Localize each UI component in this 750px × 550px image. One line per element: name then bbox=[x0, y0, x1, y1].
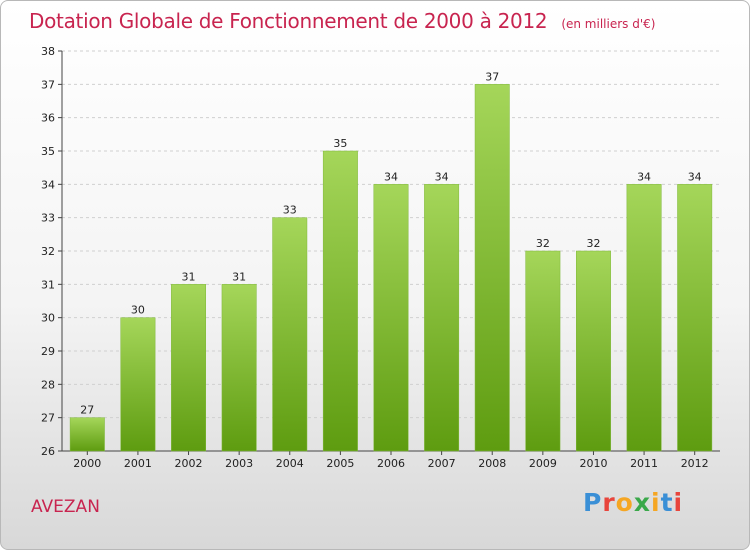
logo-letter: o bbox=[615, 488, 634, 517]
bar-2005 bbox=[322, 150, 358, 452]
logo-letter: i bbox=[673, 488, 684, 517]
y-tick-label: 37 bbox=[41, 78, 55, 91]
chart-subtitle: (en milliers d'€) bbox=[561, 17, 656, 31]
x-tick-label: 2004 bbox=[276, 457, 304, 470]
x-tick-label: 2000 bbox=[73, 457, 101, 470]
bar-2011 bbox=[626, 184, 662, 452]
bar-2001 bbox=[120, 317, 156, 452]
y-tick-label: 26 bbox=[41, 445, 55, 458]
x-tick-label: 2003 bbox=[225, 457, 253, 470]
x-tick-label: 2001 bbox=[124, 457, 152, 470]
bar-2006 bbox=[373, 184, 409, 452]
bar-2008 bbox=[474, 84, 510, 452]
y-tick-label: 32 bbox=[41, 245, 55, 258]
x-tick-label: 2009 bbox=[529, 457, 557, 470]
axes: 26 27 28 29 30 31 32 33 34 35 36 37 38 2000 2001 2002 20… bbox=[41, 45, 720, 470]
x-tick-label: 2002 bbox=[175, 457, 203, 470]
bar-value-label: 31 bbox=[182, 270, 196, 283]
bar-2009 bbox=[525, 250, 561, 452]
y-tick-label: 31 bbox=[41, 278, 55, 291]
y-tick-label: 33 bbox=[41, 212, 55, 225]
logo-letter: t bbox=[660, 488, 674, 517]
y-tick-label: 38 bbox=[41, 45, 55, 58]
city-name: AVEZAN bbox=[31, 497, 100, 517]
y-tick-label: 36 bbox=[41, 112, 55, 125]
bar-2003 bbox=[221, 284, 257, 452]
x-tick-label: 2005 bbox=[326, 457, 354, 470]
logo-letter: i bbox=[651, 488, 661, 517]
bar-2000 bbox=[69, 417, 105, 452]
x-tick-label: 2007 bbox=[428, 457, 456, 470]
bar-2012 bbox=[677, 184, 713, 452]
y-tick-label: 29 bbox=[41, 345, 55, 358]
bar-value-label: 37 bbox=[485, 70, 499, 83]
bar-value-label: 31 bbox=[232, 270, 246, 283]
y-tick-label: 34 bbox=[41, 178, 55, 191]
bars: 27 30 31 31 33 35 34 34 37 32 32 34 34 bbox=[69, 70, 713, 452]
logo-letter: r bbox=[602, 488, 616, 517]
logo-letter: x bbox=[633, 488, 651, 517]
y-tick-label: 28 bbox=[41, 378, 55, 391]
x-tick-label: 2010 bbox=[579, 457, 607, 470]
bar-value-label: 30 bbox=[131, 304, 145, 317]
y-tick-label: 30 bbox=[41, 312, 55, 325]
bar-2002 bbox=[171, 284, 206, 452]
bar-value-label: 27 bbox=[80, 404, 94, 417]
bar-2004 bbox=[272, 217, 308, 452]
x-tick-label: 2008 bbox=[478, 457, 506, 470]
chart-title: Dotation Globale de Fonctionnement de 20… bbox=[29, 9, 655, 33]
y-tick-label: 27 bbox=[41, 412, 55, 425]
bar-value-label: 32 bbox=[536, 237, 550, 250]
bar-2010 bbox=[576, 250, 611, 452]
x-tick-label: 2011 bbox=[630, 457, 658, 470]
bar-value-label: 33 bbox=[283, 204, 297, 217]
proxiti-logo[interactable]: Proxiti bbox=[583, 488, 683, 517]
logo-letter: P bbox=[583, 488, 603, 517]
bar-value-label: 34 bbox=[384, 170, 398, 183]
bar-value-label: 34 bbox=[688, 170, 702, 183]
x-tick-label: 2012 bbox=[681, 457, 709, 470]
bar-2007 bbox=[424, 184, 460, 452]
bar-value-label: 35 bbox=[333, 137, 347, 150]
bar-value-label: 34 bbox=[435, 170, 449, 183]
y-tick-label: 35 bbox=[41, 145, 55, 158]
bar-value-label: 32 bbox=[586, 237, 600, 250]
bar-value-label: 34 bbox=[637, 170, 651, 183]
title-text: Dotation Globale de Fonctionnement de 20… bbox=[29, 9, 548, 33]
x-tick-label: 2006 bbox=[377, 457, 405, 470]
